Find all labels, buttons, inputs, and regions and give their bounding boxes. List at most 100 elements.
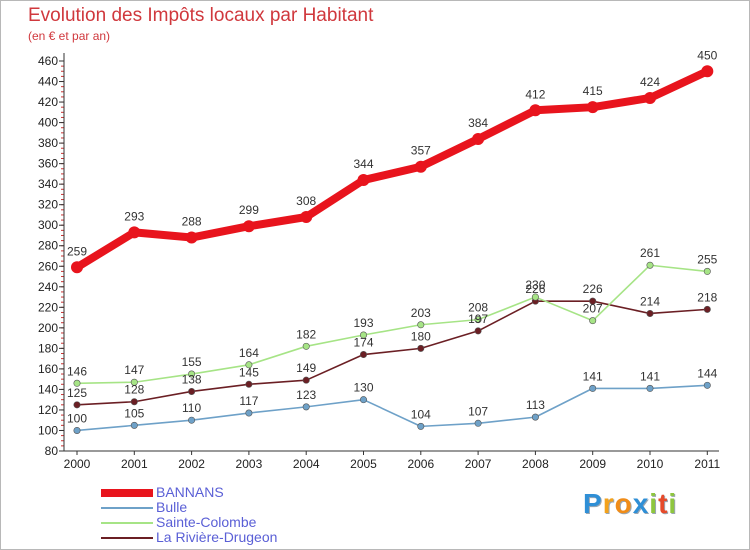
series-line-la-rivi-re-drugeon [76, 300, 709, 406]
data-point [130, 398, 138, 406]
data-point [646, 309, 654, 317]
chart-title: Evolution des Impôts locaux par Habitant [28, 5, 374, 26]
legend-label: La Rivière-Drugeon [156, 529, 278, 545]
y-tick-label: 100 [38, 423, 58, 437]
y-tick-label: 220 [38, 300, 58, 314]
y-tick-label: 360 [38, 157, 58, 171]
y-tick-label: 180 [38, 341, 58, 355]
chart-subtitle: (en € et par an) [28, 29, 111, 43]
x-tick-label: 2000 [64, 457, 91, 471]
data-point [130, 378, 138, 386]
data-label: 125 [67, 386, 87, 400]
x-tick-label: 2008 [522, 457, 549, 471]
data-point [472, 133, 485, 145]
data-point [185, 231, 198, 244]
logo-letter: x [632, 488, 650, 519]
x-tick-label: 2001 [121, 457, 148, 471]
data-label: 104 [411, 407, 431, 421]
legend-label: BANNANS [156, 484, 224, 500]
data-point [242, 220, 255, 233]
y-tick-label: 160 [38, 362, 58, 376]
y-tick-label: 420 [38, 95, 58, 109]
data-point [417, 321, 425, 329]
y-tick-label: 260 [38, 259, 58, 273]
data-label: 255 [697, 252, 717, 266]
data-label: 145 [239, 365, 259, 379]
data-point [644, 91, 656, 104]
data-label: 208 [468, 301, 488, 315]
data-point [73, 379, 81, 387]
axes: 80 100 120 140 160 180 200 220 240 260 280 300 320 34… [38, 53, 721, 471]
data-label: 146 [67, 364, 87, 378]
data-label: 147 [124, 363, 144, 377]
data-point [359, 396, 367, 404]
data-label: 105 [124, 406, 144, 420]
data-point [531, 413, 539, 421]
data-point [73, 426, 81, 434]
y-tick-label: 120 [38, 403, 58, 417]
data-label: 261 [640, 246, 660, 260]
x-tick-label: 2002 [178, 457, 205, 471]
data-point [417, 344, 425, 352]
data-label: 424 [640, 75, 660, 89]
data-point [474, 327, 482, 335]
data-point [701, 65, 714, 78]
data-label: 113 [526, 398, 545, 412]
legend-swatch [101, 507, 153, 509]
data-point [245, 409, 253, 417]
data-label: 144 [697, 366, 717, 380]
data-point [589, 297, 597, 305]
data-point [529, 104, 542, 117]
logo-letter: P [583, 488, 603, 519]
data-label: 344 [353, 157, 373, 171]
data-point [589, 384, 597, 392]
data-point [245, 361, 253, 369]
data-label: 226 [525, 282, 545, 296]
data-point [589, 317, 597, 325]
y-tick-label: 240 [38, 280, 58, 294]
y-tick-label: 140 [38, 382, 58, 396]
data-label: 197 [468, 312, 488, 326]
series-line-bannans [73, 67, 712, 272]
data-label: 259 [67, 244, 87, 258]
legend-swatch [101, 537, 153, 539]
data-label: 149 [296, 361, 316, 375]
data-label: 100 [67, 411, 87, 425]
data-label: 123 [296, 388, 316, 402]
data-point [130, 421, 138, 429]
y-tick-label: 320 [38, 198, 58, 212]
data-point [586, 101, 599, 114]
x-tick-label: 2010 [637, 457, 664, 471]
data-point [703, 267, 711, 275]
data-point [188, 370, 196, 378]
data-point [188, 416, 196, 424]
data-label: 203 [411, 306, 431, 320]
data-label: 141 [640, 369, 660, 383]
data-label: 384 [468, 116, 488, 130]
y-tick-label: 380 [38, 136, 58, 150]
y-tick-label: 440 [38, 75, 58, 89]
proxiti-logo: Proxiti [583, 488, 677, 520]
data-label: 141 [583, 369, 603, 383]
y-tick-label: 80 [45, 444, 59, 458]
y-tick-label: 300 [38, 218, 58, 232]
data-point [474, 316, 482, 324]
data-label: 110 [182, 401, 201, 415]
x-tick-label: 2004 [293, 457, 320, 471]
data-point [245, 380, 253, 388]
data-label: 164 [239, 346, 259, 360]
data-point [359, 351, 367, 359]
x-tick-label: 2011 [694, 457, 720, 471]
y-tick-label: 460 [38, 54, 58, 68]
y-tick-label: 400 [38, 116, 58, 130]
data-label: 138 [182, 372, 202, 386]
series-layer [71, 65, 714, 434]
data-label: 107 [468, 404, 488, 418]
data-label: 288 [182, 215, 202, 229]
data-label: 128 [124, 383, 144, 397]
data-labels-layer: 100 105 110 117 123 130 104 107 113 141 141 144 125 1… [67, 48, 718, 425]
x-tick-label: 2007 [465, 457, 492, 471]
data-label: 415 [583, 84, 603, 98]
